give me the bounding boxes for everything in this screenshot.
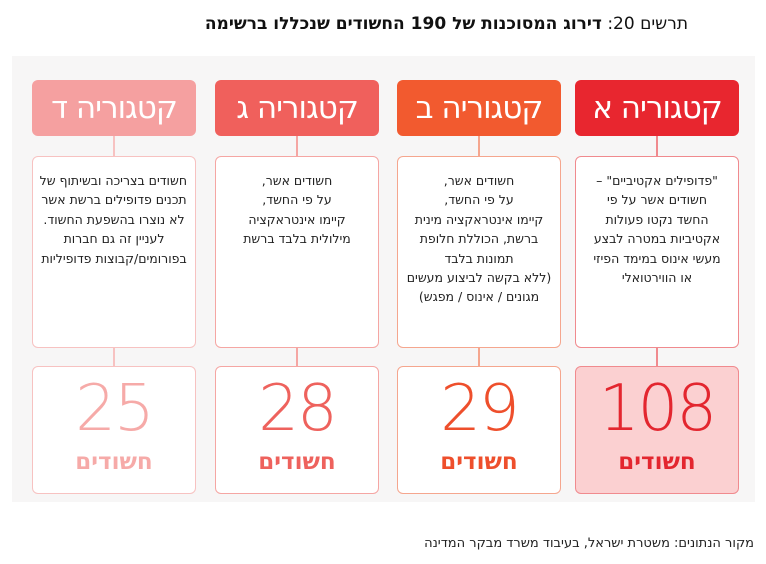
description-line: או הווירטואלי <box>621 269 693 285</box>
data-source-note: מקור הנתונים: משטרת ישראל, בעיבוד משרד מ… <box>424 536 754 551</box>
figure-heading: דירוג המסוכנות של 190 החשודים שנכללו ברש… <box>204 14 602 34</box>
connector-line <box>113 136 115 156</box>
description-line: תמונות בלבד <box>444 250 514 266</box>
category-a-description: "פדופילים אקטיביים" – חשודים אשר על פי החש… <box>575 156 739 348</box>
connector-line <box>113 348 115 366</box>
description-line: על פי החשד, <box>444 192 514 208</box>
description-line: חשודים אשר, <box>443 173 515 188</box>
description-line: לא נוצרו בהשפעת החשוד. <box>43 211 185 227</box>
description-line: קיימו אינטראקציה מינית <box>414 211 544 227</box>
category-c-header: קטגוריה ג <box>215 80 379 136</box>
category-b-count-box: 29 חשודים <box>397 366 561 494</box>
category-d-count-box: 25 חשודים <box>32 366 196 494</box>
category-d-count: 25 <box>75 372 154 446</box>
description-line: חשודים אשר, <box>261 173 333 188</box>
category-c-count-box: 28 חשודים <box>215 366 379 494</box>
category-d-header: קטגוריה ד <box>32 80 196 136</box>
connector-line <box>656 348 658 366</box>
category-c-description: חשודים אשר, על פי החשד, קיימו אינטראקציה מי… <box>215 156 379 348</box>
category-a-column: קטגוריה א "פדופילים אקטיביים" – חשודים אש… <box>575 56 739 502</box>
description-line: בפורומים/קבוצות פדופיליות <box>41 250 187 266</box>
category-c-count: 28 <box>258 372 337 446</box>
description-line: מגונים / אינוס / מפגש) <box>418 289 540 305</box>
description-line: תכנים פדופילים ברשת אשר <box>41 192 187 208</box>
category-b-count: 29 <box>440 372 519 446</box>
category-a-header: קטגוריה א <box>575 80 739 136</box>
category-c-unit: חשודים <box>258 449 336 475</box>
description-line: מעשי אינוס במימד הפיזי <box>593 250 721 266</box>
connector-line <box>296 136 298 156</box>
description-line: החשד נקטו פעולות <box>605 211 709 227</box>
category-c-column: קטגוריה ג חשודים אשר, על פי החשד, קיימו אי… <box>215 56 379 502</box>
description-line: (ללא בקשה לביצוע מעשים <box>406 269 552 285</box>
description-line: קיימו אינטראקציה <box>248 211 346 227</box>
description-line: על פי החשד, <box>262 192 332 208</box>
category-b-unit: חשודים <box>440 449 518 475</box>
diagram-panel: קטגוריה א "פדופילים אקטיביים" – חשודים אש… <box>12 56 755 502</box>
category-b-description: חשודים אשר, על פי החשד, קיימו אינטראקציה מ… <box>397 156 561 348</box>
connector-line <box>478 348 480 366</box>
category-b-column: קטגוריה ב חשודים אשר, על פי החשד, קיימו אי… <box>397 56 561 502</box>
description-line: חשודים בצריכה ובשיתוף של <box>39 173 187 188</box>
category-d-description: חשודים בצריכה ובשיתוף של תכנים פדופילים ב… <box>32 156 196 348</box>
description-line: ברשת, הכוללת חלופת <box>419 231 539 247</box>
category-d-column: קטגוריה ד חשודים בצריכה ובשיתוף של תכנים … <box>32 56 196 502</box>
figure-number: תרשים 20: <box>607 14 688 34</box>
description-line: מילולית בלבד ברשת <box>243 231 351 247</box>
description-line: "פדופילים אקטיביים" – <box>596 173 718 188</box>
category-b-header: קטגוריה ב <box>397 80 561 136</box>
description-line: לעניין זה גם חברות <box>63 231 165 247</box>
category-a-unit: חשודים <box>618 449 696 475</box>
category-d-unit: חשודים <box>75 449 153 475</box>
category-a-count: 108 <box>598 372 717 446</box>
connector-line <box>296 348 298 366</box>
connector-line <box>478 136 480 156</box>
description-line: אקטיביות במטרה לבצע <box>593 231 721 247</box>
connector-line <box>656 136 658 156</box>
figure-title: תרשים 20: דירוג המסוכנות של 190 החשודים … <box>20 14 688 34</box>
description-line: חשודים אשר על פי <box>606 192 708 208</box>
category-a-count-box: 108 חשודים <box>575 366 739 494</box>
